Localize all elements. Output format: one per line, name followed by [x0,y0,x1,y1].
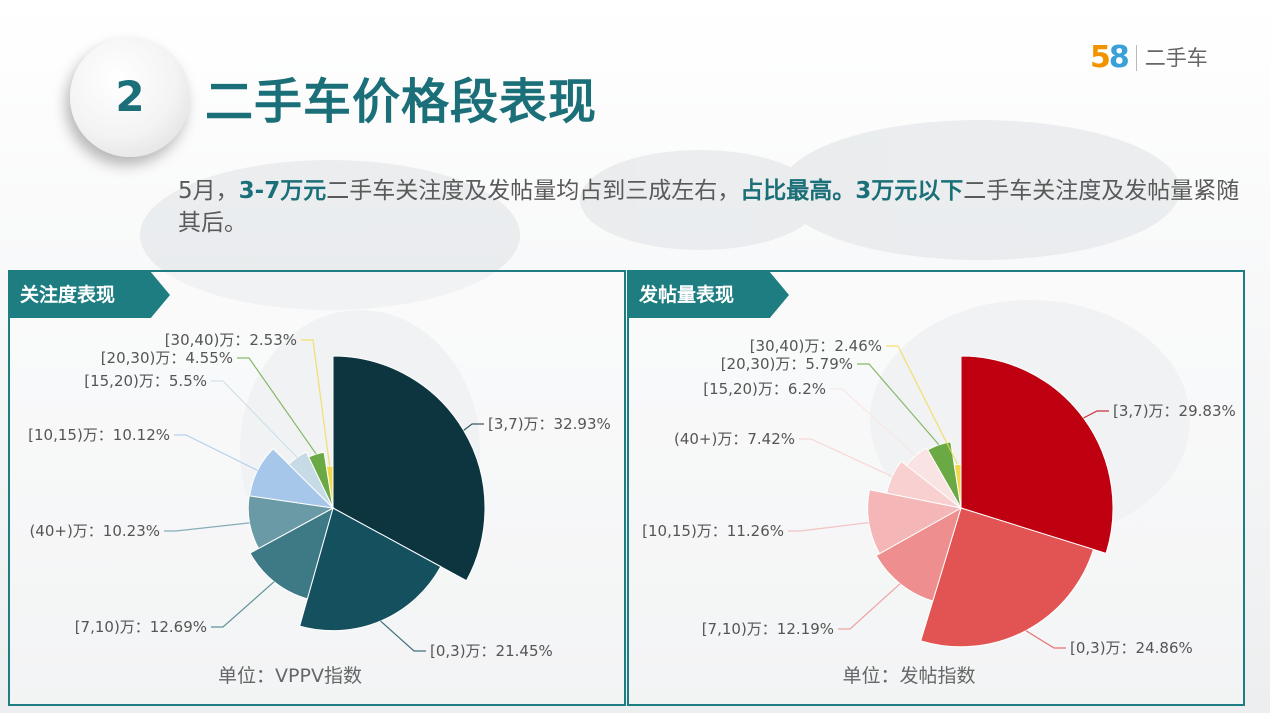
attention-panel: 关注度表现 [3,7)万：32.93% [0,3)万：21.45% [7,10)万：… [8,270,626,706]
attention-rose-chart: [3,7)万：32.93% [0,3)万：21.45% [7,10)万：12.69%… [28,331,611,687]
attention-panel-title: 关注度表现 [10,272,170,318]
leader-line [164,522,250,532]
logo-58-mark: 58 [1090,40,1130,75]
unit-label: 单位：VPPV指数 [218,665,362,687]
rose-slice [299,507,442,632]
leader-line [886,345,959,465]
leader-line [799,438,893,477]
leader-line [1025,630,1066,649]
rose-slice [325,465,334,509]
slice-label: [0,3)万：24.86% [1070,639,1193,657]
rose-slice [308,451,334,509]
leader-line [301,339,331,467]
summary-part: 二手车关注度及发帖量紧随其后。 [178,178,1240,236]
slice-label: [3,7)万：32.93% [488,415,611,433]
leader-line [463,423,484,431]
slice-label: [10,15)万：11.26% [642,522,784,540]
slice-label: [10,15)万：10.12% [28,426,170,444]
slice-label: (40+)万：7.42% [674,430,795,448]
section-number: 2 [115,72,145,121]
leader-line [857,363,940,446]
brand-logo: 58 二手车 [1090,40,1208,75]
logo-text: 二手车 [1144,46,1208,70]
leader-line [211,581,275,628]
slice-label: [30,40)万：2.46% [750,337,882,355]
rose-slice [886,460,962,509]
posts-rose-chart: [3,7)万：29.83% [0,3)万：24.86% [7,10)万：12.19%… [642,337,1236,687]
slice-label: [3,7)万：29.83% [1113,402,1236,420]
slice-label: [20,30)万：4.55% [101,349,233,367]
unit-label: 单位：发帖指数 [842,665,975,687]
rose-slice [920,507,1095,648]
slice-label: [20,30)万：5.79% [721,355,853,373]
page-title: 二手车价格段表现 [205,74,598,130]
posts-panel-title: 发帖量表现 [629,272,789,318]
leader-line [830,388,917,457]
summary-highlight: 3万元以下 [855,178,964,204]
rose-slice [332,355,486,582]
leader-line [1083,410,1109,419]
leader-line [380,620,426,652]
slice-label: [15,20)万：5.5% [84,372,207,390]
summary-text: 5月，3-7万元二手车关注度及发帖量均占到三成左右，占比最高。3万元以下二手车关… [178,175,1248,239]
summary-part: 二手车关注度及发帖量均占到三成左右， [326,178,741,204]
slice-label: [7,10)万：12.19% [702,620,834,638]
summary-highlight: 占比最高。 [740,178,856,204]
slice-label: [15,20)万：6.2% [703,380,826,398]
summary-highlight: 3-7万元 [238,178,327,204]
leader-line [788,521,869,532]
slice-label: (40+)万：10.23% [29,522,160,540]
slice-label: [0,3)万：21.45% [430,642,553,660]
leader-line [237,357,317,455]
rose-slice [867,489,963,555]
slice-label: [30,40)万：2.53% [165,331,297,349]
summary-part: 5月， [178,178,239,204]
leader-line [174,434,258,471]
slice-label: [7,10)万：12.69% [75,618,207,636]
leader-line [211,380,298,458]
posts-panel: 发帖量表现 [3,7)万：29.83% [0,3)万：24.86% [7,10)万：… [627,270,1245,706]
rose-slice [288,451,334,509]
leader-line [838,583,901,630]
section-number-badge: 2 [70,37,190,157]
